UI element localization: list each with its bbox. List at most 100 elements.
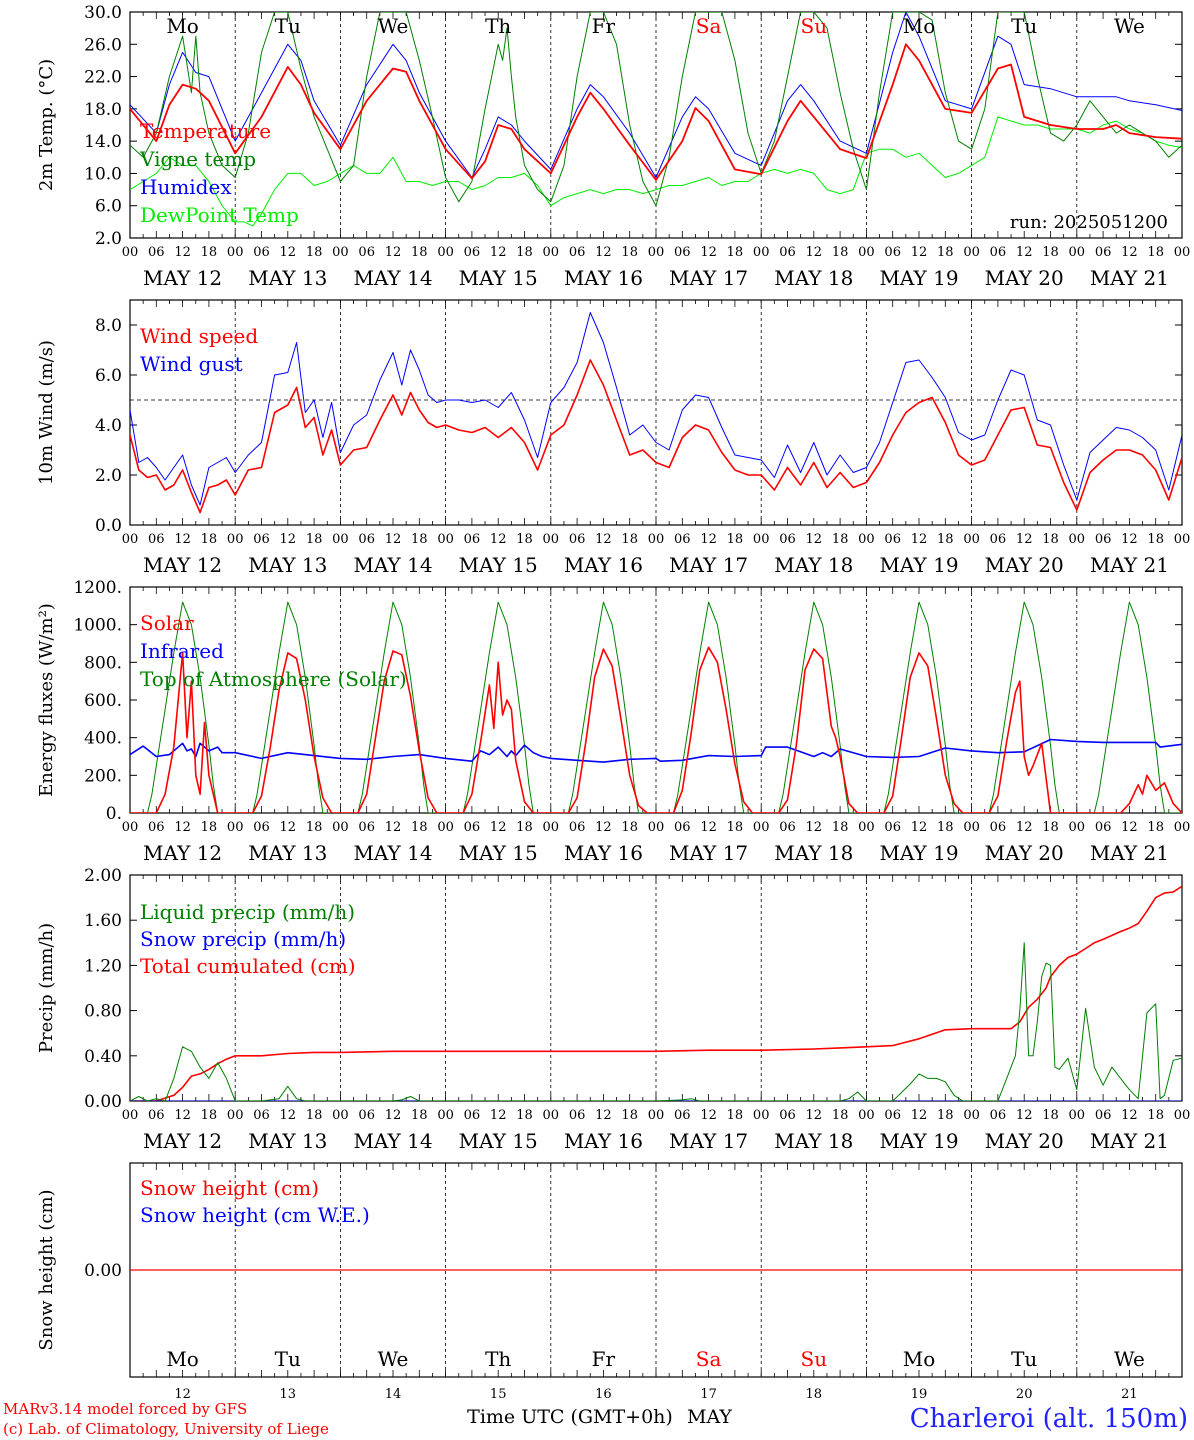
hour-tick-label: 12 bbox=[806, 820, 823, 835]
hour-tick-label: 18 bbox=[727, 820, 744, 835]
hour-tick-label: 00 bbox=[227, 245, 244, 260]
hour-tick-label: 06 bbox=[253, 1108, 270, 1123]
day-number: 13 bbox=[280, 1387, 297, 1402]
date-label: MAY 12 bbox=[143, 1129, 222, 1153]
date-label: MAY 17 bbox=[669, 841, 748, 865]
hour-tick-label: 18 bbox=[937, 1108, 954, 1123]
date-label: MAY 15 bbox=[459, 553, 538, 577]
y-tick-label: 400. bbox=[84, 729, 122, 749]
hour-tick-label: 12 bbox=[280, 245, 297, 260]
date-label: MAY 16 bbox=[564, 1129, 643, 1153]
hour-tick-label: 18 bbox=[306, 820, 323, 835]
date-label: MAY 16 bbox=[564, 841, 643, 865]
hour-tick-label: 00 bbox=[227, 820, 244, 835]
hour-tick-label: 12 bbox=[806, 1108, 823, 1123]
y-axis-label: Precip (mm/h) bbox=[36, 923, 57, 1053]
hour-tick-label: 06 bbox=[674, 532, 691, 547]
hour-tick-label: 06 bbox=[779, 532, 796, 547]
date-label: MAY 20 bbox=[985, 553, 1064, 577]
y-axis-label: Energy fluxes (W/m²) bbox=[36, 603, 57, 797]
hour-tick-label: 00 bbox=[437, 532, 454, 547]
day-label: Tu bbox=[275, 1347, 301, 1371]
hour-tick-label: 18 bbox=[201, 245, 218, 260]
hour-tick-label: 12 bbox=[595, 1108, 612, 1123]
hour-tick-label: 06 bbox=[1095, 532, 1112, 547]
y-tick-label: 2.0 bbox=[95, 466, 122, 486]
y-tick-label: 6.0 bbox=[95, 366, 122, 386]
hour-tick-label: 18 bbox=[1147, 532, 1164, 547]
x-axis-label: Time UTC (GMT+0h) bbox=[467, 1406, 673, 1428]
hour-tick-label: 06 bbox=[148, 820, 165, 835]
hour-tick-label: 00 bbox=[122, 1108, 139, 1123]
day-number: 20 bbox=[1016, 1387, 1033, 1402]
day-label: Tu bbox=[1011, 1347, 1037, 1371]
hour-tick-label: 00 bbox=[1069, 1108, 1086, 1123]
hour-tick-label: 12 bbox=[700, 1108, 717, 1123]
hour-tick-label: 18 bbox=[621, 1108, 638, 1123]
hour-tick-label: 18 bbox=[201, 820, 218, 835]
hour-tick-label: 18 bbox=[516, 820, 533, 835]
hour-tick-label: 18 bbox=[1147, 245, 1164, 260]
hour-tick-label: 00 bbox=[1174, 1108, 1191, 1123]
hour-tick-label: 12 bbox=[911, 245, 928, 260]
hour-tick-label: 18 bbox=[1042, 245, 1059, 260]
date-label: MAY 21 bbox=[1090, 1129, 1169, 1153]
y-tick-label: 0.0 bbox=[95, 516, 122, 536]
hour-tick-label: 00 bbox=[963, 532, 980, 547]
hour-tick-label: 12 bbox=[280, 1108, 297, 1123]
hour-tick-label: 12 bbox=[280, 532, 297, 547]
hour-tick-label: 06 bbox=[148, 245, 165, 260]
hour-tick-label: 06 bbox=[884, 532, 901, 547]
hour-tick-label: 00 bbox=[753, 245, 770, 260]
hour-tick-label: 00 bbox=[1069, 820, 1086, 835]
y-tick-label: 0. bbox=[106, 804, 122, 824]
hour-tick-label: 00 bbox=[648, 245, 665, 260]
hour-tick-label: 18 bbox=[832, 1108, 849, 1123]
hour-tick-label: 06 bbox=[358, 532, 375, 547]
day-number: 14 bbox=[385, 1387, 402, 1402]
legend-entry: Liquid precip (mm/h) bbox=[140, 900, 355, 924]
hour-tick-label: 18 bbox=[1042, 1108, 1059, 1123]
hour-tick-label: 00 bbox=[122, 820, 139, 835]
hour-tick-label: 06 bbox=[148, 1108, 165, 1123]
hour-tick-label: 00 bbox=[963, 245, 980, 260]
hour-tick-label: 18 bbox=[306, 245, 323, 260]
hour-tick-label: 00 bbox=[648, 1108, 665, 1123]
date-label: MAY 17 bbox=[669, 1129, 748, 1153]
hour-tick-label: 06 bbox=[779, 245, 796, 260]
hour-tick-label: 12 bbox=[174, 820, 191, 835]
date-label: MAY 14 bbox=[353, 266, 432, 290]
hour-tick-label: 00 bbox=[437, 1108, 454, 1123]
y-tick-label: 18.0 bbox=[84, 100, 122, 120]
hour-tick-label: 06 bbox=[884, 820, 901, 835]
hour-tick-label: 18 bbox=[621, 532, 638, 547]
hour-tick-label: 06 bbox=[464, 1108, 481, 1123]
date-label: MAY 15 bbox=[459, 1129, 538, 1153]
hour-tick-label: 06 bbox=[990, 820, 1007, 835]
date-label: MAY 13 bbox=[248, 266, 327, 290]
date-label: MAY 20 bbox=[985, 841, 1064, 865]
y-tick-label: 800. bbox=[84, 653, 122, 673]
y-tick-label: 14.0 bbox=[84, 132, 122, 152]
hour-tick-label: 18 bbox=[1042, 820, 1059, 835]
hour-tick-label: 06 bbox=[674, 245, 691, 260]
date-label: MAY 19 bbox=[879, 1129, 958, 1153]
hour-tick-label: 00 bbox=[1069, 245, 1086, 260]
hour-tick-label: 12 bbox=[490, 532, 507, 547]
day-label: Fr bbox=[592, 14, 616, 38]
hour-tick-label: 00 bbox=[227, 1108, 244, 1123]
hour-tick-label: 12 bbox=[490, 1108, 507, 1123]
hour-tick-label: 12 bbox=[595, 532, 612, 547]
hour-tick-label: 00 bbox=[543, 1108, 560, 1123]
legend-entry: Snow precip (mm/h) bbox=[140, 927, 346, 951]
hour-tick-label: 00 bbox=[1174, 245, 1191, 260]
hour-tick-label: 06 bbox=[569, 1108, 586, 1123]
hour-tick-label: 06 bbox=[464, 245, 481, 260]
legend-entry: Top of Atmosphere (Solar) bbox=[140, 667, 407, 691]
y-tick-label: 10.0 bbox=[84, 164, 122, 184]
y-tick-label: 8.0 bbox=[95, 316, 122, 336]
day-label: Su bbox=[801, 1347, 828, 1371]
y-tick-label: 1.60 bbox=[84, 911, 122, 931]
day-label: Mo bbox=[166, 1347, 199, 1371]
y-tick-label: 0.00 bbox=[84, 1092, 122, 1112]
